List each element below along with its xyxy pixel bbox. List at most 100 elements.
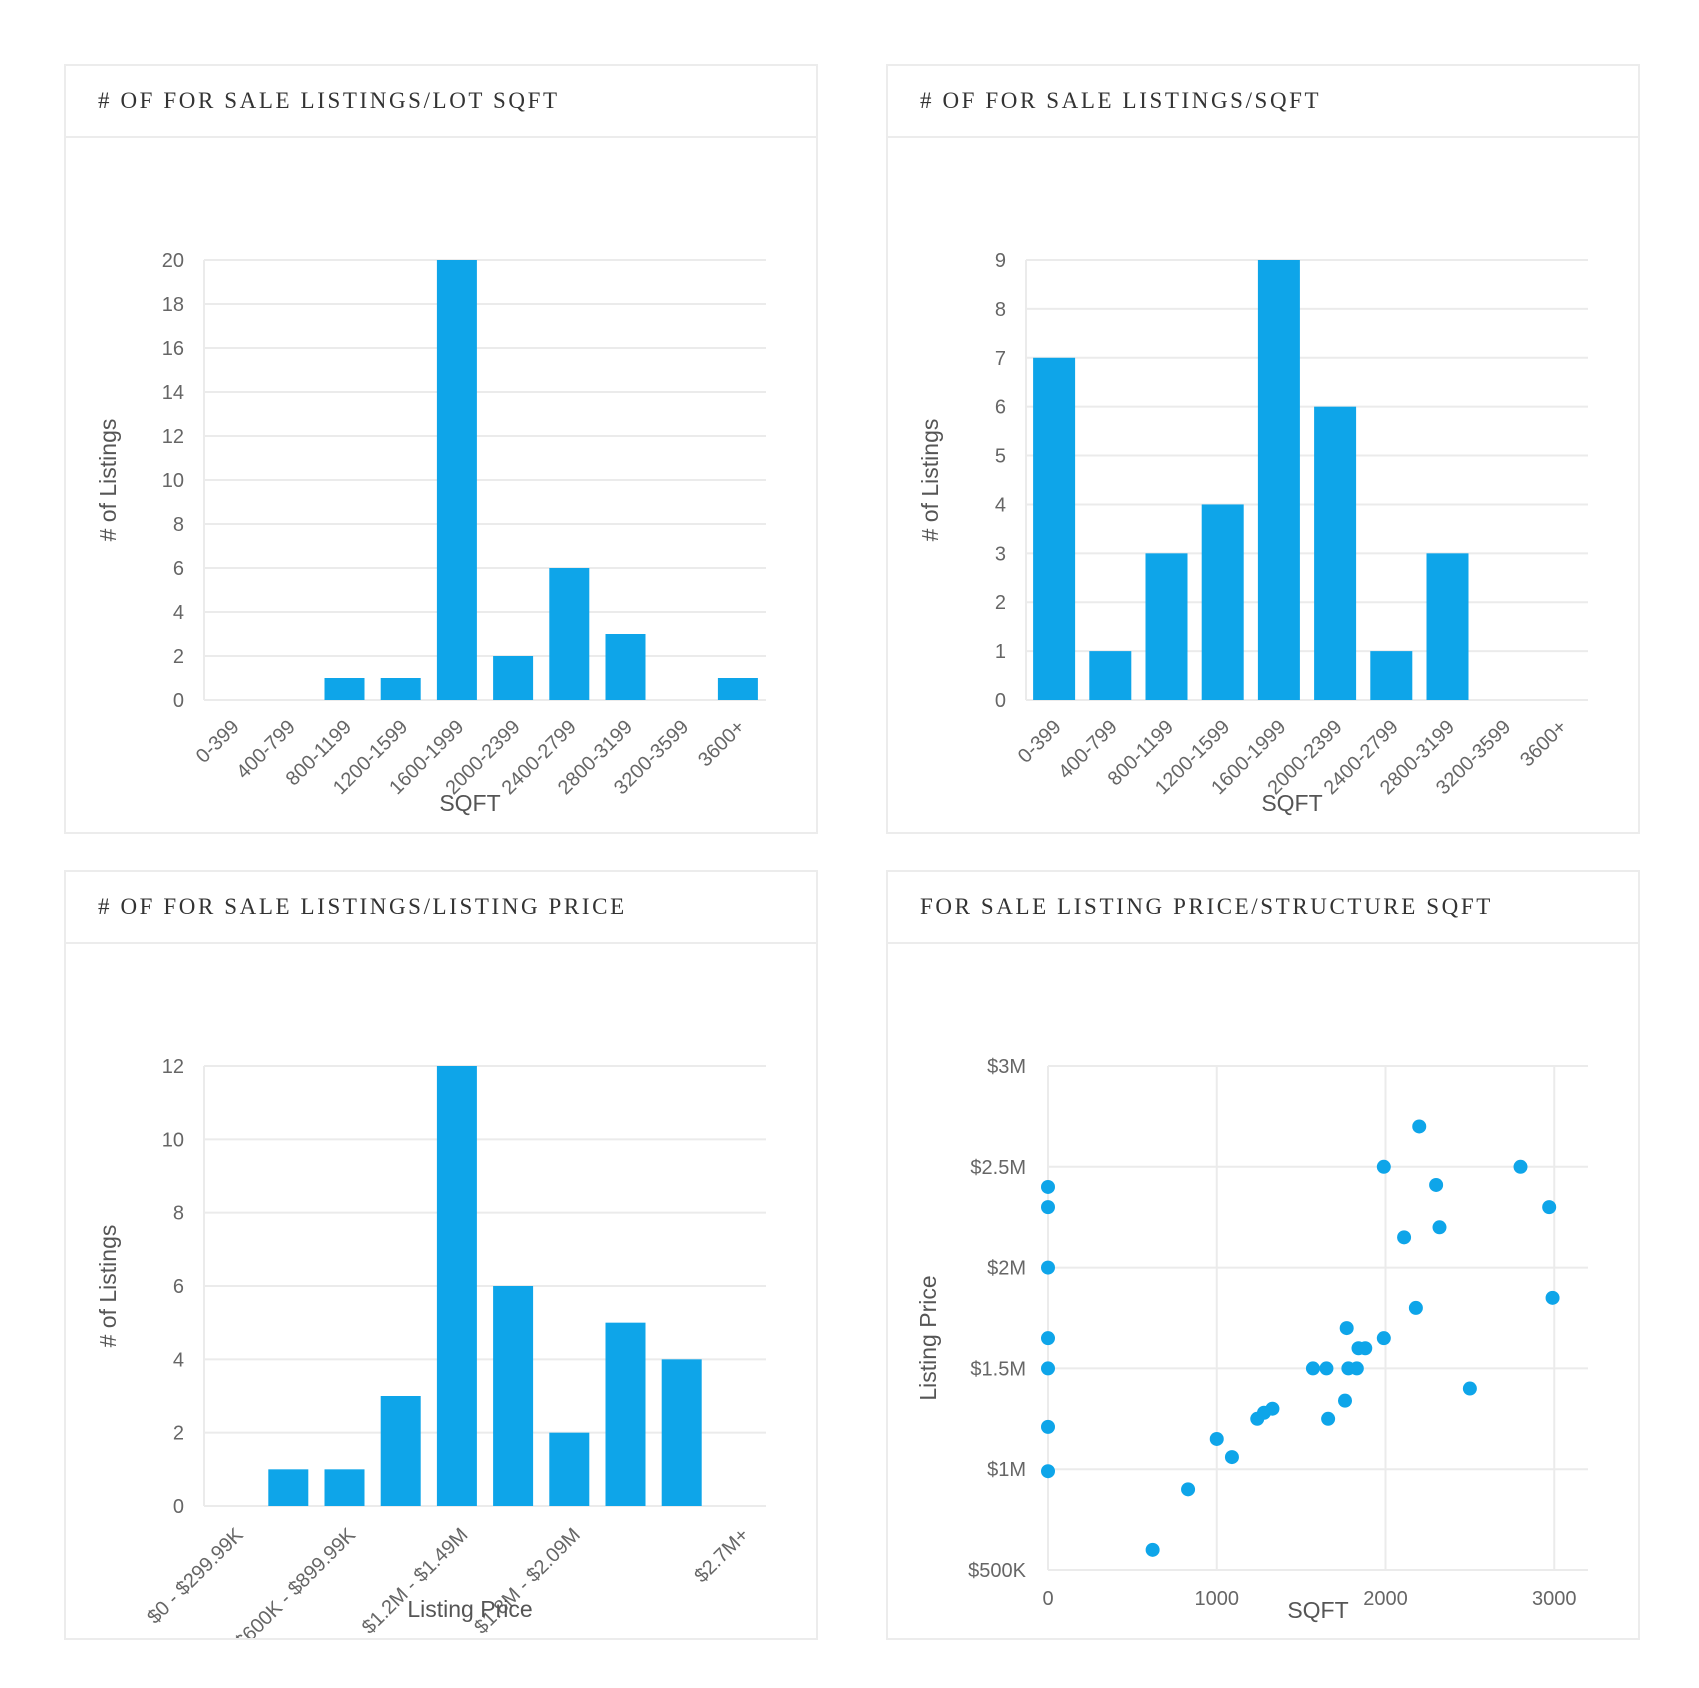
bar	[605, 1322, 646, 1506]
x-axis-title: SQFT	[1261, 790, 1322, 816]
bar	[1201, 504, 1244, 700]
scatter-point	[1224, 1450, 1239, 1465]
bar	[324, 678, 365, 700]
bar	[1033, 357, 1076, 700]
scatter-point	[1397, 1230, 1412, 1245]
scatter-point	[1041, 1200, 1055, 1215]
x-tick-label: 2000	[1363, 1588, 1408, 1610]
y-tick-label: 6	[173, 1276, 184, 1298]
x-tick-label: 0-399	[1014, 716, 1066, 768]
bar	[436, 1066, 477, 1506]
x-tick-label: 3000	[1532, 1588, 1577, 1610]
bar	[1426, 553, 1469, 700]
scatter-point	[1181, 1482, 1196, 1497]
panel-price-vs-sqft: FOR SALE LISTING PRICE/STRUCTURE SQFT $5…	[886, 870, 1640, 1640]
scatter-point	[1041, 1419, 1055, 1434]
x-tick-label: 3600+	[694, 716, 749, 771]
y-tick-label: 20	[162, 250, 184, 272]
scatter-point	[1321, 1411, 1336, 1426]
y-tick-label: 0	[995, 690, 1006, 712]
y-tick-label: 16	[162, 338, 184, 360]
bar	[549, 1432, 590, 1506]
x-tick-label: 3600+	[1516, 716, 1571, 771]
y-tick-label: 12	[162, 426, 184, 448]
y-tick-label: $2M	[987, 1258, 1026, 1280]
y-tick-label: 0	[173, 690, 184, 712]
y-axis-title: # of Listings	[917, 419, 943, 542]
y-tick-label: 12	[162, 1056, 184, 1078]
y-tick-label: 10	[162, 1129, 184, 1151]
scatter-point	[1462, 1381, 1477, 1396]
y-tick-label: 4	[173, 1349, 184, 1371]
scatter-point	[1041, 1260, 1055, 1275]
scatter-point	[1041, 1361, 1055, 1376]
y-tick-label: 8	[173, 1203, 184, 1225]
bar	[1089, 651, 1132, 700]
x-tick-label: $0 - $299.99K	[143, 1524, 248, 1629]
y-tick-label: $1.5M	[970, 1358, 1026, 1380]
x-axis-title: SQFT	[1287, 1597, 1348, 1623]
y-tick-label: 10	[162, 470, 184, 492]
scatter-point	[1305, 1361, 1320, 1376]
scatter-point	[1349, 1361, 1364, 1376]
bar	[1257, 260, 1300, 700]
bar	[1314, 406, 1357, 700]
bar	[436, 260, 477, 700]
bar	[717, 678, 758, 700]
y-tick-label: 4	[173, 602, 184, 624]
panel-sqft: # OF FOR SALE LISTINGS/SQFT 0 1 2 3 4 5 6 7 8 9 0-…	[886, 64, 1640, 834]
scatter-point	[1209, 1431, 1224, 1446]
y-tick-label: 8	[995, 299, 1006, 321]
bar	[1145, 553, 1188, 700]
bar	[1370, 651, 1413, 700]
x-tick-label: 0-399	[192, 716, 244, 768]
y-tick-label: $2.5M	[970, 1157, 1026, 1179]
y-tick-label: 6	[173, 558, 184, 580]
scatter-point	[1432, 1220, 1447, 1235]
y-tick-label: 18	[162, 294, 184, 316]
scatter-point	[1376, 1159, 1391, 1174]
bar-chart-lot-sqft: 024681012141618200-399400-799800-1199120…	[95, 250, 766, 816]
y-tick-label: 0	[173, 1496, 184, 1518]
panel-header: # OF FOR SALE LISTINGS/SQFT	[888, 66, 1638, 138]
bar	[493, 1286, 534, 1506]
scatter-point	[1376, 1331, 1391, 1346]
y-axis-title: # of Listings	[95, 419, 121, 542]
y-tick-label: $3M	[987, 1056, 1026, 1078]
bar	[324, 1469, 365, 1506]
panel-header: FOR SALE LISTING PRICE/STRUCTURE SQFT	[888, 872, 1638, 944]
scatter-chart-price-vs-sqft: $500K $1M $1.5M $2M $2.5M $3M 0 1000 2000 3000 Lis…	[915, 1056, 1588, 1623]
y-tick-label: 6	[995, 397, 1006, 419]
bar	[605, 634, 646, 700]
panel-header: # OF FOR SALE LISTINGS/LISTING PRICE	[66, 872, 816, 944]
y-tick-label: $500K	[968, 1560, 1026, 1582]
y-tick-label: 8	[173, 514, 184, 536]
scatter-point	[1358, 1341, 1373, 1356]
scatter-point	[1041, 1179, 1055, 1194]
scatter-point	[1513, 1159, 1528, 1174]
panel-lot-sqft: # OF FOR SALE LISTINGS/LOT SQFT 0 2 4 6 8 10 1…	[64, 64, 818, 834]
scatter-point	[1542, 1200, 1557, 1215]
chart-sqft: 0 1 2 3 4 5 6 7 8 9 0-399 400-799 800-1199 1200-1599 1…	[888, 138, 1638, 832]
y-tick-label: 7	[995, 348, 1006, 370]
scatter-point	[1338, 1393, 1352, 1408]
y-tick-label: 5	[995, 446, 1006, 468]
scatter-point	[1408, 1300, 1423, 1315]
y-tick-label: $1M	[987, 1459, 1026, 1481]
scatter-point	[1041, 1464, 1055, 1479]
y-tick-label: 9	[995, 250, 1006, 272]
bar	[493, 656, 534, 700]
y-tick-label: 1	[995, 641, 1006, 663]
chart-price-vs-sqft: $500K $1M $1.5M $2M $2.5M $3M 0 1000 2000 3000 Lis…	[888, 944, 1638, 1638]
bar	[380, 678, 421, 700]
bar	[661, 1359, 702, 1506]
x-axis-title: Listing Price	[407, 1596, 532, 1622]
panel-title: # OF FOR SALE LISTINGS/LOT SQFT	[98, 88, 560, 113]
bar	[268, 1469, 309, 1506]
y-tick-label: 3	[995, 543, 1006, 565]
y-tick-label: 14	[162, 382, 184, 404]
scatter-point	[1412, 1119, 1427, 1134]
y-tick-label: 2	[995, 592, 1006, 614]
panel-listing-price: # OF FOR SALE LISTINGS/LISTING PRICE 0 2 4…	[64, 870, 818, 1640]
x-tick-label: 0	[1042, 1588, 1053, 1610]
